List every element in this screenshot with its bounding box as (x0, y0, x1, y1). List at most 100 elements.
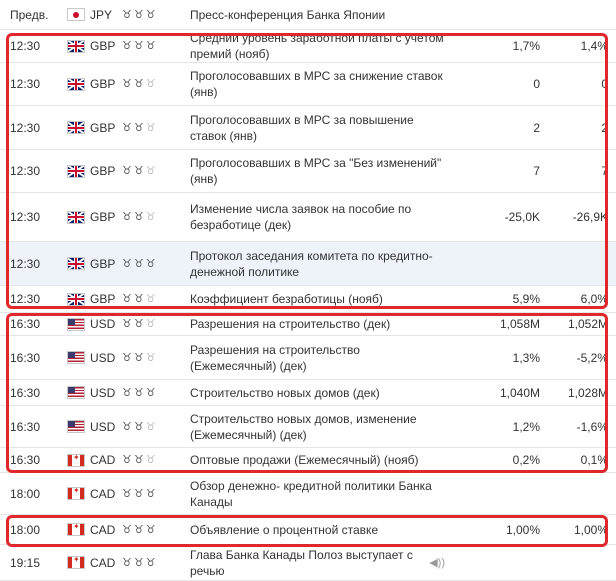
forecast-value (560, 545, 608, 580)
currency-code: USD (90, 419, 116, 434)
event-name-text: Глава Банка Канады Полоз выступает с реч… (190, 547, 413, 578)
bull-icon: ♉ (145, 8, 156, 21)
event-row[interactable]: 12:30 GBP ♉ ♉ ♉ Протокол заседания комитета п… (0, 242, 616, 286)
currency-code: USD (90, 317, 116, 331)
event-row[interactable]: 16:30 USD ♉ ♉ ♉ Разрешения на строительство (… (0, 313, 616, 336)
event-name[interactable]: Проголосовавших в МРС за "Без изменений"… (190, 150, 445, 192)
currency-code: CAD (90, 522, 116, 537)
bull-icon: ♉ (133, 293, 144, 305)
event-name[interactable]: Строительство новых домов, изменение (Еж… (190, 406, 445, 447)
event-name[interactable]: Коэффициент безработицы (нояб) (190, 286, 445, 312)
event-name[interactable]: Разрешения на строительство (дек) (190, 313, 445, 335)
bull-icon: ♉ (145, 351, 156, 364)
event-name[interactable]: Объявление о процентной ставке (190, 515, 445, 544)
forecast-value: 1,00% (573, 522, 608, 537)
flag-ca-icon (68, 545, 84, 580)
actual-value: 5,9% (512, 292, 540, 306)
bull-icon: ♉ (133, 78, 144, 90)
event-name[interactable]: Изменение числа заявок на пособие по без… (190, 193, 445, 241)
event-name-text: Обзор денежно- кредитной политики Банка … (190, 478, 432, 509)
event-time: 12:30 (10, 292, 41, 306)
bull-icon: ♉ (122, 8, 132, 21)
event-time: 12:30 (10, 39, 41, 53)
forecast-value: 6,0% (580, 292, 608, 306)
forecast-value: 7 (601, 164, 608, 178)
event-time: 12:30 (10, 77, 41, 91)
bull-icon: ♉ (133, 318, 144, 330)
event-row[interactable]: 16:30 USD ♉ ♉ ♉ Разрешения на строительство (… (0, 336, 616, 380)
event-name-text: Строительство новых домов, изменение (Еж… (190, 411, 417, 442)
currency-code: CAD (90, 486, 116, 501)
event-name[interactable]: Глава Банка Канады Полоз выступает с реч… (190, 545, 445, 580)
bull-icon: ♉ (133, 211, 144, 223)
event-name[interactable]: Проголосовавших в МРС за повышение ставо… (190, 106, 445, 149)
event-row[interactable]: 12:30 GBP ♉ ♉ ♉ Проголосовавших в МРС за "Без… (0, 150, 616, 193)
header-row: Предв. JPY ♉ ♉ ♉ Пресс-конференция Банка Я… (0, 0, 616, 30)
flag-gb-icon (68, 193, 84, 241)
flag-gb-icon (68, 63, 84, 105)
event-name[interactable]: Пресс-конференция Банка Японии (190, 7, 386, 22)
importance: ♉ ♉ ♉ (122, 313, 182, 335)
event-time: 16:30 (10, 385, 41, 400)
event-row[interactable]: 12:30 GBP ♉ ♉ ♉ Коэффициент безработицы (нояб… (0, 286, 616, 313)
event-row[interactable]: 19:15CAD♉♉♉Глава Банка Канады Полоз выст… (0, 545, 616, 581)
event-row[interactable]: 16:30 USD ♉ ♉ ♉ Строительство новых домов, из… (0, 406, 616, 448)
event-row[interactable]: 12:30 GBP ♉ ♉ ♉ Изменение числа заявок на пос… (0, 193, 616, 242)
event-name[interactable]: Протокол заседания комитета по кредитно-… (190, 242, 445, 285)
actual-value: 1,2% (512, 419, 540, 434)
currency-code: USD (90, 350, 116, 365)
bull-icon: ♉ (145, 556, 156, 569)
event-row[interactable]: 12:30 GBP ♉ ♉ ♉ Проголосовавших в МРС за сниж… (0, 63, 616, 106)
forecast-value: 1,4% (580, 39, 608, 53)
importance: ♉ ♉ ♉ (122, 286, 182, 312)
bull-icon: ♉ (122, 386, 132, 399)
event-name[interactable]: Обзор денежно- кредитной политики Банка … (190, 473, 445, 514)
highlight-box-cad (6, 515, 608, 547)
bull-icon: ♉ (122, 351, 132, 364)
flag-us-icon (68, 380, 84, 405)
importance: ♉ ♉ ♉ (122, 0, 182, 29)
event-name-text: Проголосовавших в МРС за "Без изменений"… (190, 156, 442, 186)
importance: ♉ ♉ ♉ (122, 336, 182, 379)
event-name[interactable]: Оптовые продажи (Ежемесячный) (нояб) (190, 448, 445, 472)
currency-code: GBP (90, 256, 116, 271)
flag-ca-icon (68, 448, 84, 472)
bull-icon: ♉ (145, 165, 156, 177)
bull-icon: ♉ (133, 487, 144, 500)
flag-ca-icon (68, 473, 84, 514)
bull-icon: ♉ (145, 293, 156, 305)
actual-value: 0 (533, 77, 540, 91)
event-name[interactable]: Строительство новых домов (дек) (190, 380, 445, 405)
forecast-value: 0,1% (580, 453, 608, 467)
event-time: 19:15 (10, 555, 41, 570)
importance: ♉ ♉ ♉ (122, 515, 182, 544)
bull-icon: ♉ (145, 523, 156, 536)
importance: ♉ ♉ ♉ (122, 106, 182, 149)
event-row[interactable]: 12:30 GBP ♉ ♉ ♉ Проголосовавших в МРС за повы… (0, 106, 616, 150)
event-name[interactable]: Разрешения на строительство (Ежемесячный… (190, 336, 445, 379)
bull-icon: ♉ (122, 556, 132, 569)
importance: ♉ ♉ ♉ (122, 242, 182, 285)
flag-gb-icon (68, 106, 84, 149)
bull-icon: ♉ (145, 386, 156, 399)
bull-icon: ♉ (122, 40, 132, 52)
bull-icon: ♉ (122, 211, 132, 223)
bull-icon: ♉ (133, 420, 144, 433)
bull-icon: ♉ (145, 40, 156, 52)
bull-icon: ♉ (145, 454, 156, 466)
bull-icon: ♉ (122, 78, 132, 90)
currency-code: GBP (90, 164, 116, 178)
importance: ♉ ♉ ♉ (122, 193, 182, 241)
flag-us-icon (68, 336, 84, 379)
bull-icon: ♉ (133, 121, 144, 134)
event-name[interactable]: Проголосовавших в МРС за снижение ставок… (190, 63, 445, 105)
event-row[interactable]: 16:30 USD ♉ ♉ ♉ Строительство новых домов (де… (0, 380, 616, 406)
event-name-text: Объявление о процентной ставке (190, 522, 379, 537)
event-name-text: Разрешения на строительство (дек) (190, 317, 391, 331)
event-row[interactable]: 18:00CAD♉♉♉Обзор денежно- кредитной поли… (0, 473, 616, 515)
importance: ♉ ♉ ♉ (122, 380, 182, 405)
event-row[interactable]: 12:30 GBP ♉ ♉ ♉ Средний уровень заработной пл… (0, 30, 616, 63)
event-time: 12:30 (10, 256, 41, 271)
bull-icon: ♉ (133, 523, 144, 536)
importance: ♉ ♉ ♉ (122, 448, 182, 472)
